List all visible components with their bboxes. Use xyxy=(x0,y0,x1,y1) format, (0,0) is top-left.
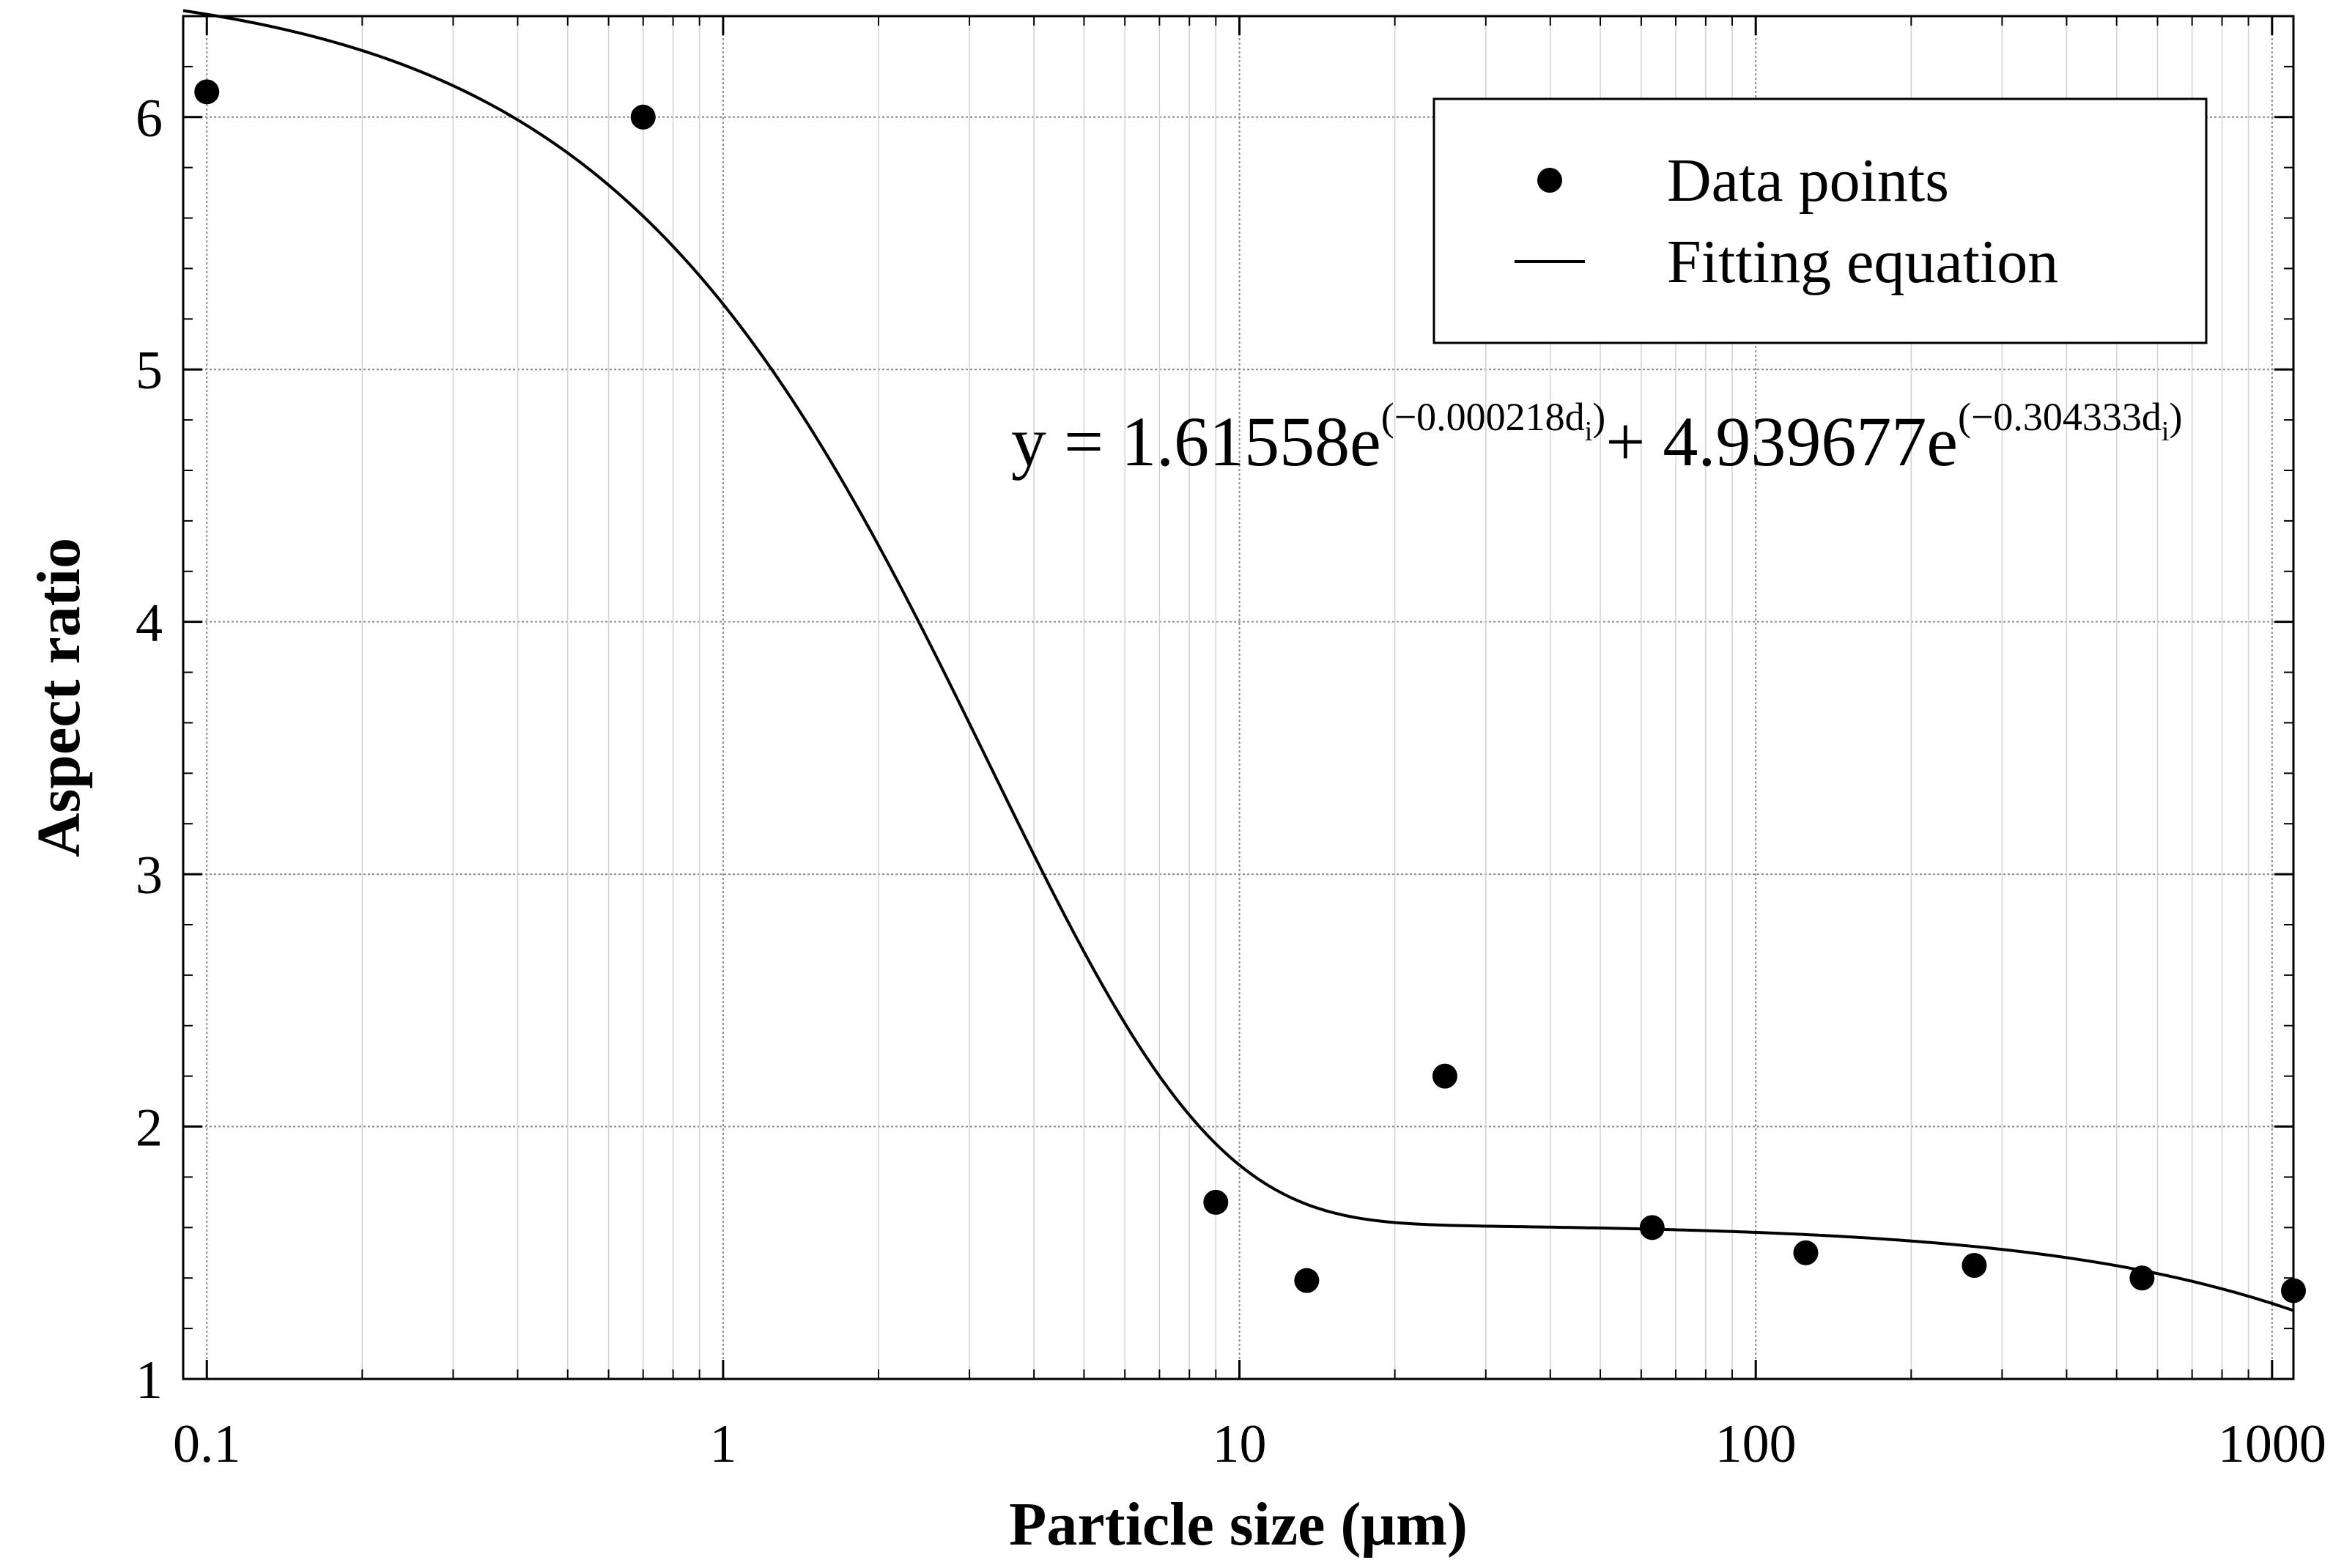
equation-exponent-2: (−0.304333d xyxy=(1958,395,2162,439)
y-tick-label: 6 xyxy=(136,89,163,149)
y-tick-label: 3 xyxy=(136,846,163,906)
y-tick-label: 1 xyxy=(136,1350,163,1410)
equation-exponent-1-close: ) xyxy=(1592,395,1605,439)
data-point xyxy=(630,104,656,130)
legend-marker-data-points xyxy=(1537,168,1562,193)
x-tick-label: 1 xyxy=(709,1414,736,1474)
y-tick-label: 2 xyxy=(136,1098,163,1158)
data-point xyxy=(1962,1253,1987,1278)
data-point xyxy=(1793,1240,1819,1265)
data-point xyxy=(194,79,220,105)
data-points xyxy=(194,79,2306,1303)
y-tick-labels: 1 2 3 4 5 6 xyxy=(136,89,163,1410)
data-point xyxy=(1432,1063,1457,1089)
equation-exponent-2-subscript: i xyxy=(2162,416,2170,447)
y-tick-label: 5 xyxy=(136,341,163,401)
x-tick-label: 10 xyxy=(1213,1414,1267,1474)
data-point xyxy=(1203,1189,1229,1215)
x-tick-labels: 0.1 1 10 100 1000 xyxy=(173,1414,2326,1474)
data-point xyxy=(2281,1278,2306,1303)
legend-box xyxy=(1432,97,2208,344)
equation-exponent-1-subscript: i xyxy=(1585,416,1593,447)
data-point xyxy=(1639,1215,1665,1240)
legend: Data points Fitting equation xyxy=(1432,97,2208,344)
data-point xyxy=(1294,1268,1320,1293)
y-tick-label: 4 xyxy=(136,593,163,654)
legend-label-data-points: Data points xyxy=(1667,147,1949,215)
data-point xyxy=(2129,1265,2155,1291)
x-tick-label: 0.1 xyxy=(173,1414,241,1474)
legend-label-fitting-equation: Fitting equation xyxy=(1667,228,2058,296)
fitting-curve xyxy=(182,9,2294,1312)
equation-exponent-1: (−0.000218d xyxy=(1381,395,1585,439)
equation-middle: + 4.939677e xyxy=(1605,402,1958,481)
x-axis-title: Particle size (μm) xyxy=(1009,1490,1468,1558)
x-tick-label: 1000 xyxy=(2218,1414,2326,1474)
fit-equation-annotation: y = 1.61558e(−0.000218di)+ 4.939677e(−0.… xyxy=(1011,395,2182,481)
x-tick-label: 100 xyxy=(1715,1414,1797,1474)
plot-frame xyxy=(182,15,2295,1380)
equation-prefix: y = 1.61558e xyxy=(1011,402,1381,481)
y-axis-title: Aspect ratio xyxy=(25,538,93,857)
axis-ticks xyxy=(182,15,2293,1380)
equation-exponent-2-close: ) xyxy=(2169,395,2182,439)
